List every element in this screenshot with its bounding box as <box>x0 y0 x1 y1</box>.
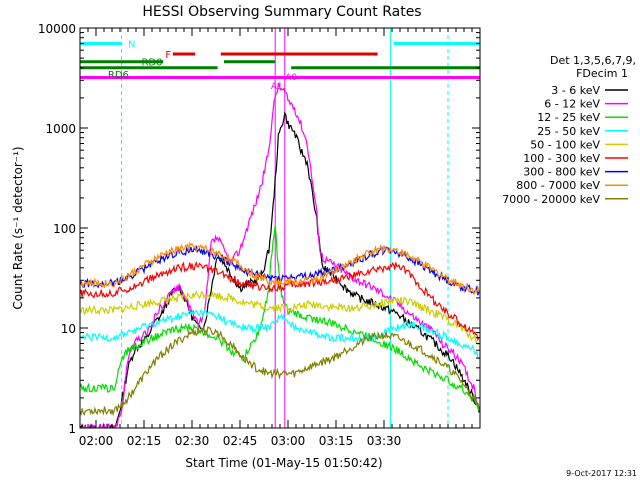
series-line-5 <box>80 261 480 342</box>
attenuator-label-0: A1 <box>271 82 283 92</box>
series-line-8 <box>80 325 480 417</box>
x-tick-label-0: 02:00 <box>79 434 114 448</box>
state-bar-label-0: N <box>128 39 135 50</box>
y-tick-label-2: 100 <box>53 222 76 236</box>
attenuator-label-1: A0 <box>285 73 297 83</box>
x-tick-label-6: 03:30 <box>367 434 402 448</box>
y-axis-label: Count Rate (s⁻¹ detector⁻¹) <box>11 146 25 309</box>
series-group <box>80 28 480 428</box>
state-bar-label-1: F <box>165 50 171 61</box>
y-tick-label-0: 1 <box>68 422 76 436</box>
legend-label-6: 300 - 800 keV <box>523 166 600 179</box>
x-tick-label-3: 02:45 <box>223 434 258 448</box>
legend-label-7: 800 - 7000 keV <box>516 179 600 192</box>
y-tick-label-1: 10 <box>61 322 76 336</box>
y-tick-label-4: 10000 <box>38 22 76 36</box>
y-tick-label-3: 1000 <box>45 122 76 136</box>
x-tick-label-1: 02:15 <box>127 434 162 448</box>
x-tick-label-2: 02:30 <box>175 434 210 448</box>
series-line-4 <box>80 290 480 346</box>
legend-label-1: 6 - 12 keV <box>544 98 600 111</box>
series-line-7 <box>80 241 480 295</box>
state-bar-label-2: RD0 <box>141 58 162 69</box>
state-bar-label-3: RD6 <box>108 70 129 81</box>
legend-label-3: 25 - 50 keV <box>537 125 600 138</box>
x-axis-label: Start Time (01-May-15 01:50:42) <box>185 456 382 470</box>
x-tick-label-4: 03:00 <box>271 434 306 448</box>
series-line-3 <box>80 309 480 360</box>
legend-label-2: 12 - 25 keV <box>537 111 600 124</box>
x-tick-label-5: 03:15 <box>319 434 354 448</box>
legend-title-line-2: FDecim 1 <box>576 67 628 80</box>
legend-title-line-1: Det 1,3,5,6,7,9, <box>550 54 636 67</box>
series-line-1 <box>80 82 480 428</box>
footer-date: 9-Oct-2017 12:31 <box>566 469 637 478</box>
legend-label-8: 7000 - 20000 keV <box>502 193 600 206</box>
legend-label-0: 3 - 6 keV <box>551 84 600 97</box>
legend-label-4: 50 - 100 keV <box>530 138 600 151</box>
chart-title: HESSI Observing Summary Count Rates <box>142 4 421 20</box>
series-line-0 <box>80 111 480 428</box>
legend-label-5: 100 - 300 keV <box>523 152 600 165</box>
